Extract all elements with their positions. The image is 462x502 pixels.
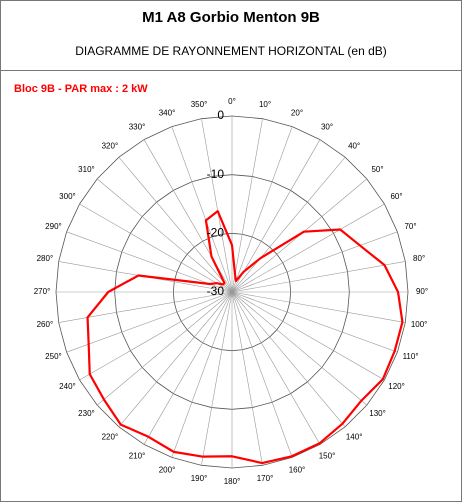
angle-label: 100° xyxy=(411,320,428,329)
angle-label: 10° xyxy=(259,100,271,109)
angle-label: 180° xyxy=(224,477,241,486)
angle-label: 200° xyxy=(159,466,176,475)
grid-spoke xyxy=(231,118,263,293)
grid-spoke xyxy=(231,291,346,428)
grid-spoke xyxy=(231,291,368,406)
grid-spoke xyxy=(231,231,398,293)
pattern-line xyxy=(86,210,404,465)
grid-spoke xyxy=(96,178,233,293)
grid-spoke xyxy=(96,291,233,406)
angle-label: 300° xyxy=(59,192,76,201)
r-tick-label: -30 xyxy=(207,284,225,298)
angle-label: 270° xyxy=(34,287,51,296)
angle-label: 290° xyxy=(45,222,62,231)
grid-spoke xyxy=(171,291,233,458)
angle-label: 120° xyxy=(388,382,405,391)
grid-spoke xyxy=(231,291,293,458)
angle-label: 80° xyxy=(413,254,425,263)
angle-label: 50° xyxy=(371,165,383,174)
grid-spoke xyxy=(171,126,233,293)
grid-spoke xyxy=(231,126,293,293)
angle-label: 60° xyxy=(390,192,402,201)
chart-subtitle: DIAGRAMME DE RAYONNEMENT HORIZONTAL (en … xyxy=(75,44,387,58)
grid-spoke xyxy=(231,291,263,466)
chart-title: M1 A8 Gorbio Menton 9B xyxy=(142,9,320,26)
angle-label: 0° xyxy=(228,97,236,106)
grid-spoke xyxy=(231,291,406,323)
angle-label: 40° xyxy=(348,142,360,151)
angle-label: 280° xyxy=(37,254,54,263)
grid-spoke xyxy=(118,156,233,293)
angle-label: 320° xyxy=(102,142,119,151)
grid-spoke xyxy=(231,203,385,293)
angle-label: 330° xyxy=(129,123,146,132)
grid-spoke xyxy=(66,291,233,353)
r-tick-label: 0 xyxy=(217,108,224,122)
angle-label: 90° xyxy=(416,287,428,296)
angle-label: 20° xyxy=(291,109,303,118)
angle-label: 350° xyxy=(191,100,208,109)
grid-spoke xyxy=(231,291,385,381)
grid-spoke xyxy=(231,156,346,293)
grid-spoke xyxy=(201,291,233,466)
grid-spoke xyxy=(79,203,233,293)
grid-spoke xyxy=(231,291,398,353)
angle-label: 230° xyxy=(78,409,95,418)
series-label: Bloc 9B - PAR max : 2 kW xyxy=(14,83,148,95)
angle-label: 130° xyxy=(369,409,386,418)
grid-spoke xyxy=(143,291,233,445)
angle-label: 160° xyxy=(289,466,306,475)
angle-label: 150° xyxy=(319,452,336,461)
angle-label: 110° xyxy=(403,352,419,361)
angle-label: 190° xyxy=(191,474,208,483)
grid-spoke xyxy=(79,291,233,381)
grid-spoke xyxy=(231,139,321,293)
angle-label: 220° xyxy=(102,433,119,442)
angle-label: 70° xyxy=(404,222,416,231)
grid-spoke xyxy=(231,291,321,445)
angle-label: 170° xyxy=(257,474,274,483)
grid-spoke xyxy=(118,291,233,428)
angle-label: 340° xyxy=(159,109,176,118)
grid-spoke xyxy=(231,261,406,293)
angle-label: 250° xyxy=(45,352,62,361)
angle-label: 210° xyxy=(129,452,146,461)
grid-spoke xyxy=(66,231,233,293)
angle-label: 310° xyxy=(78,165,95,174)
angle-label: 240° xyxy=(59,382,76,391)
angle-label: 260° xyxy=(37,320,54,329)
r-tick-label: -10 xyxy=(207,167,225,181)
r-tick-label: -20 xyxy=(207,226,225,240)
angle-label: 30° xyxy=(321,123,333,132)
grid-spoke xyxy=(201,118,233,293)
angle-label: 140° xyxy=(346,433,363,442)
